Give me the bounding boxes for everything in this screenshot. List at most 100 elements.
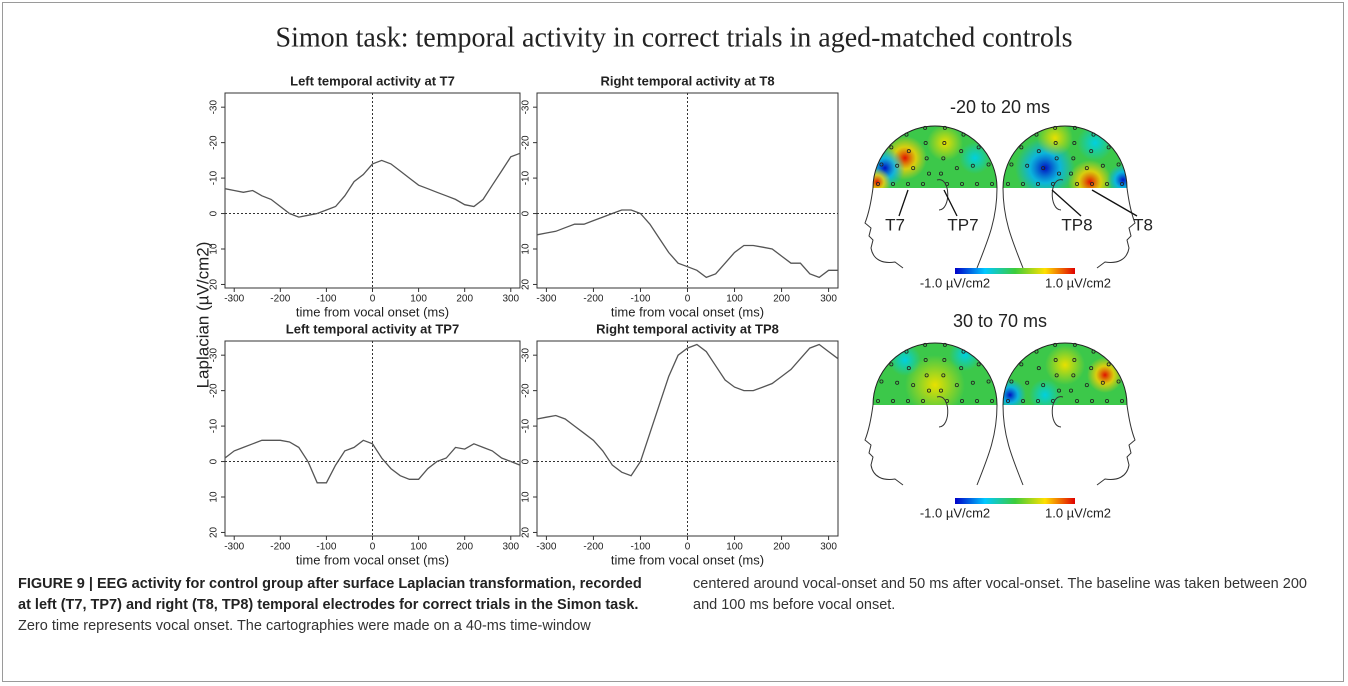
electrode [923, 358, 928, 363]
electrode [1021, 181, 1026, 186]
electrode [1057, 388, 1062, 393]
x-tick-label: -200 [583, 294, 603, 305]
colorbar-label: 1.0 µV/cm2 [1045, 275, 1111, 290]
electrode [1021, 398, 1026, 403]
figure: Simon task: temporal activity in correct… [193, 22, 1153, 567]
electrode [911, 166, 916, 171]
y-tick-label: -30 [209, 100, 220, 115]
y-tick-label: 20 [521, 278, 532, 290]
x-tick-label: 300 [820, 542, 837, 553]
electrode [1057, 171, 1062, 176]
map-blob [905, 355, 965, 405]
map-blob [1087, 357, 1123, 393]
electrode-label: T8 [1133, 215, 1153, 234]
chart-title: Right temporal activity at T8 [600, 73, 774, 88]
x-tick-label: -300 [536, 542, 556, 553]
caption-text: Zero time represents vocal onset. The ca… [18, 576, 1307, 634]
x-tick-label: 100 [726, 294, 743, 305]
back-outline [976, 404, 998, 486]
data-line [536, 343, 839, 477]
electrode [959, 366, 964, 371]
electrode-pointer [1051, 189, 1082, 217]
y-tick-label: 10 [209, 243, 220, 255]
electrode [1116, 379, 1121, 384]
electrode [1053, 342, 1058, 347]
y-tick-label: 10 [521, 491, 532, 503]
electrode [923, 125, 928, 130]
back-outline [1002, 404, 1024, 486]
electrode [954, 166, 959, 171]
electrode [960, 398, 965, 403]
electrode [1090, 398, 1095, 403]
map-blob [873, 168, 891, 188]
electrode [1116, 162, 1121, 167]
electrode [975, 181, 980, 186]
back-outline [976, 187, 998, 269]
x-tick-label: -300 [536, 294, 556, 305]
face-outline [1096, 404, 1136, 486]
electrode [1053, 141, 1058, 146]
ear [936, 179, 949, 211]
electrode [1025, 380, 1030, 385]
electrode [1105, 181, 1110, 186]
y-tick-label: -10 [209, 170, 220, 185]
x-axis-label: time from vocal onset (ms) [296, 304, 449, 319]
map-blob [1045, 345, 1085, 385]
electrode [942, 125, 947, 130]
data-line [224, 152, 521, 218]
x-tick-label: -200 [270, 294, 290, 305]
electrode [1053, 358, 1058, 363]
electrode [986, 162, 991, 167]
electrode [1084, 166, 1089, 171]
map-blob [949, 343, 981, 371]
electrode [1120, 181, 1125, 186]
x-axis-label: time from vocal onset (ms) [296, 552, 449, 567]
electrode [1072, 125, 1077, 130]
electrode [1091, 132, 1096, 137]
x-tick-label: -200 [583, 542, 603, 553]
electrode [927, 388, 932, 393]
electrode [927, 171, 932, 176]
electrode [1075, 398, 1080, 403]
electrode [1036, 149, 1041, 154]
electrode [923, 141, 928, 146]
electrode [1089, 149, 1094, 154]
electrode [876, 181, 881, 186]
y-tick-label: -30 [521, 100, 532, 115]
electrode [889, 362, 894, 367]
electrode [904, 132, 909, 137]
x-tick-label: 200 [773, 542, 790, 553]
x-tick-label: 300 [502, 294, 519, 305]
y-tick-label: 0 [521, 458, 532, 464]
electrode [1009, 379, 1014, 384]
electrode [1069, 171, 1074, 176]
data-line [536, 209, 838, 279]
x-tick-label: 100 [410, 294, 427, 305]
electrode [976, 362, 981, 367]
electrode [904, 349, 909, 354]
map-blob [959, 142, 991, 174]
electrode [924, 373, 929, 378]
y-tick-label: 10 [521, 243, 532, 255]
x-tick-label: 0 [685, 294, 691, 305]
electrode [1009, 162, 1014, 167]
electrode [941, 156, 946, 161]
y-tick-label: 20 [209, 278, 220, 290]
y-tick-label: 0 [521, 210, 532, 216]
electrode [1036, 181, 1041, 186]
colorbar-label: 1.0 µV/cm2 [1045, 505, 1111, 520]
x-tick-label: 0 [370, 542, 376, 553]
caption-bold: EEG activity for control group after sur… [18, 576, 642, 613]
y-tick-label: -10 [521, 418, 532, 433]
y-axis-label: Laplacian (µV/cm2) [193, 242, 212, 389]
x-tick-label: 200 [773, 294, 790, 305]
topomap-title: -20 to 20 ms [950, 97, 1050, 117]
electrode [906, 181, 911, 186]
electrode [906, 398, 911, 403]
electrode [891, 181, 896, 186]
electrode [939, 388, 944, 393]
electrode [923, 342, 928, 347]
electrode [1089, 366, 1094, 371]
data-line [224, 439, 521, 484]
